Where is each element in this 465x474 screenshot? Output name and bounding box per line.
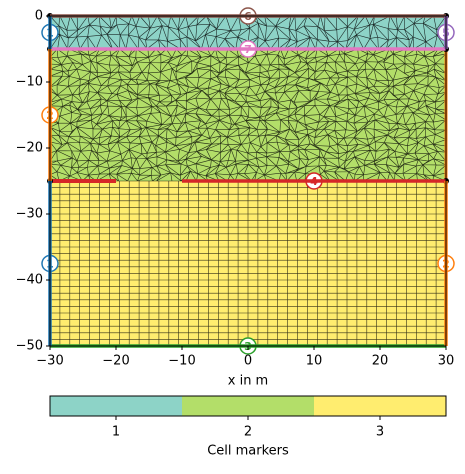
mesh	[49, 15, 447, 347]
colorbar-swatch	[50, 396, 182, 416]
colorbar-frame	[49, 395, 447, 417]
x-tick-label: −10	[168, 354, 195, 369]
x-tick-label: 0	[244, 354, 252, 369]
colorbar-swatch	[182, 396, 314, 416]
colorbar-tick-label: 1	[112, 425, 120, 440]
x-axis-label: x in m	[228, 374, 268, 389]
x-tick-label: 10	[306, 354, 323, 369]
colorbar-swatch	[314, 396, 446, 416]
colorbar-label: Cell markers	[207, 444, 289, 459]
y-tick-label: −30	[16, 207, 43, 222]
colorbar-tick-label: 2	[244, 425, 252, 440]
x-tick-label: 20	[372, 354, 389, 369]
x-tick-label: −20	[102, 354, 129, 369]
y-tick-label: −20	[16, 141, 43, 156]
colorbar-tick-label: 3	[376, 425, 384, 440]
y-tick-label: 0	[35, 9, 43, 24]
y-tick-label: −50	[16, 339, 43, 354]
x-tick-label: 30	[438, 354, 455, 369]
x-tick-label: −30	[36, 354, 63, 369]
y-tick-label: −40	[16, 273, 43, 288]
y-tick-label: −10	[16, 75, 43, 90]
